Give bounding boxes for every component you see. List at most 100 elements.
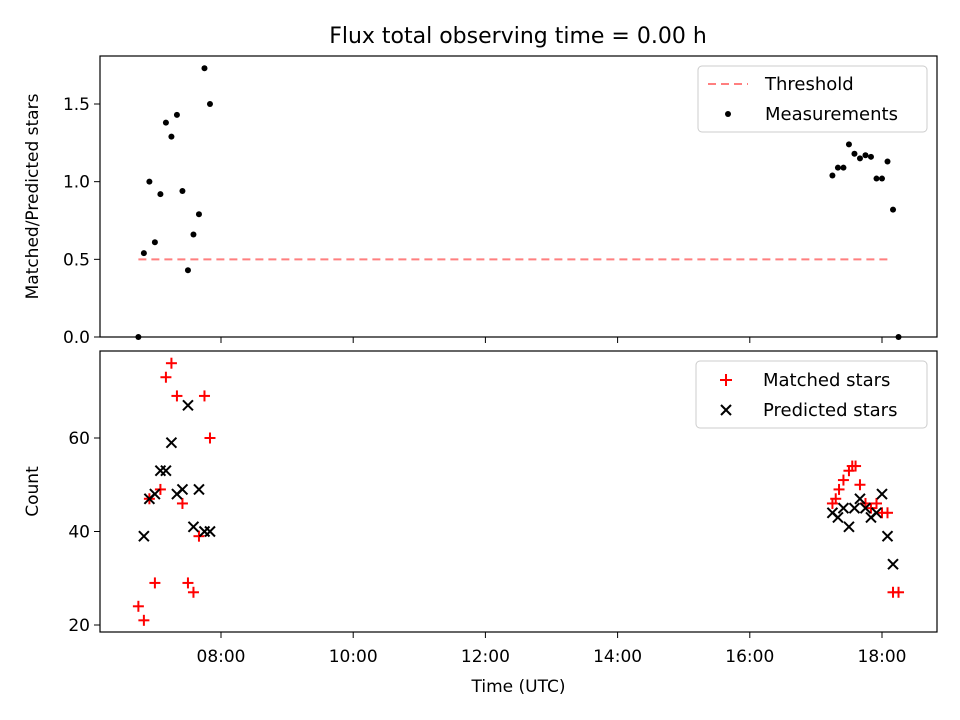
cross-b (832, 511, 844, 524)
predicted-star-point (149, 488, 161, 500)
cross-b (182, 399, 194, 411)
y-tick-label: 1.5 (63, 95, 90, 115)
matched-star-point (865, 502, 877, 514)
legend-matched-label: Matched stars (763, 370, 890, 391)
matched-star-point (160, 371, 172, 383)
measurement-point (845, 141, 852, 148)
legend-predicted-swatch (720, 404, 732, 416)
x-tick-label: 10:00 (329, 647, 378, 667)
matched-star-point (154, 483, 166, 495)
cross-b (165, 436, 178, 449)
measurement-point (867, 153, 874, 160)
count-panel: 20 40 60 08:00 10:00 12:00 14:00 16:00 18:00 Coun… (23, 350, 938, 697)
predicted-star-point (848, 502, 861, 514)
predicted-star-point (876, 488, 888, 500)
legend-box (695, 360, 928, 429)
matched-star-point (830, 493, 842, 505)
matched-star-point (204, 432, 216, 444)
measurement-point (162, 119, 169, 126)
chart-title: Flux total observing time = 0.00 h (329, 24, 707, 49)
legend-predicted-label: Predicted stars (763, 400, 897, 421)
cross-b (854, 493, 866, 505)
measurement-point (201, 65, 208, 72)
cross-b (176, 483, 189, 496)
predicted-star-point (198, 525, 211, 538)
predicted-star-point (832, 511, 844, 524)
measurement-point (890, 206, 897, 213)
predicted-star-point (204, 525, 216, 538)
measurement-point (151, 239, 158, 246)
matched-star-point (187, 586, 199, 598)
matched-star-point (182, 577, 194, 589)
predicted-star-point (887, 558, 899, 570)
measurement-point (862, 152, 869, 159)
cross-b (870, 507, 883, 519)
measurement-point (829, 172, 836, 179)
matched-star-point (893, 586, 905, 598)
x-tick-label: 12:00 (461, 647, 510, 667)
matched-star-point (850, 460, 862, 472)
predicted-star-point (881, 530, 894, 542)
cross-b (149, 488, 161, 500)
legend-threshold-label: Threshold (764, 74, 854, 95)
cross-b (876, 488, 888, 500)
legend-measurements-label: Measurements (765, 104, 898, 125)
predicted-star-point (843, 521, 855, 533)
predicted-star-point (165, 436, 178, 449)
measurement-point (173, 111, 180, 118)
measurement-point (206, 101, 213, 107)
cross-b (887, 558, 899, 570)
matched-star-point (882, 507, 894, 519)
predicted-star-point (859, 502, 872, 514)
legend-top: Threshold Measurements (697, 65, 928, 133)
measurement-point (879, 175, 885, 182)
legend-measurements-swatch (725, 111, 731, 117)
measurement-point (140, 250, 147, 257)
cross-b (843, 521, 855, 533)
cross-b (881, 530, 894, 542)
axes-frame (99, 55, 938, 338)
matched-star-point (854, 479, 866, 491)
measurement-point (157, 191, 164, 198)
axes-frame (99, 350, 938, 633)
matched-star-point (165, 357, 177, 369)
cross-b (138, 530, 150, 542)
matched-star-point (198, 390, 210, 402)
matched-star-point (176, 497, 188, 509)
x-tick-label: 08:00 (197, 647, 246, 667)
predicted-star-point (154, 465, 167, 477)
matched-star-point (870, 497, 882, 509)
measurement-point (873, 175, 880, 182)
matched-star-point (171, 390, 183, 402)
measurement-point (884, 158, 891, 165)
legend-bottom: Matched stars Predicted stars (695, 360, 928, 429)
cross-b (187, 521, 200, 533)
measurement-point (135, 334, 142, 340)
y-axis-label: Matched/Predicted stars (23, 93, 43, 299)
predicted-star-point (870, 507, 883, 519)
cross-b (826, 507, 839, 519)
measurement-point (195, 211, 202, 218)
cross-b (160, 465, 172, 477)
cross-b (193, 483, 205, 496)
matched-star-point (132, 600, 144, 612)
x-tick-label: 14:00 (593, 647, 642, 667)
predicted-star-point (837, 502, 850, 514)
predicted-star-point (193, 483, 205, 496)
measurement-point (179, 187, 186, 194)
measurement-point (184, 267, 191, 274)
y-axis-label: Count (23, 466, 43, 517)
matched-star-point (833, 483, 845, 495)
y-tick-label: 0.5 (63, 250, 90, 270)
measurement-point (168, 133, 175, 140)
measurement-point (851, 150, 858, 157)
predicted-star-point (854, 493, 866, 505)
measurement-point (840, 164, 847, 171)
y-tick-label: 1.0 (63, 173, 90, 193)
x-tick-label: 16:00 (725, 647, 774, 667)
matched-star-point (837, 474, 849, 486)
cross-b (848, 502, 861, 514)
legend-box (697, 65, 928, 133)
measurement-point (856, 155, 863, 162)
